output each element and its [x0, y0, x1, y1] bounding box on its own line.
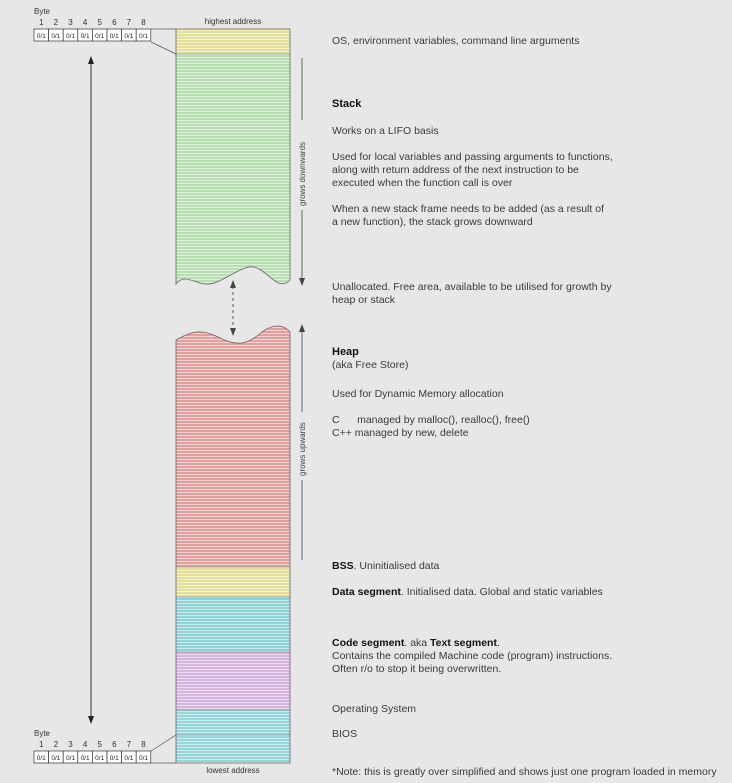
- top-bit-cell: [135, 28, 152, 42]
- os-env-annotation: OS, environment variables, command line …: [332, 35, 580, 47]
- bios-annotation: BIOS: [332, 728, 358, 740]
- stack-desc-line3: executed when the function call is over: [332, 177, 513, 189]
- bottom-bit-value: 0/1: [66, 755, 75, 762]
- stack-desc-line2: along with return address of the next in…: [332, 164, 579, 176]
- address-range-arrow: [88, 56, 94, 724]
- code-segment-title: Code segment: [332, 637, 405, 649]
- data-segment-desc: . Initialised data. Global and static va…: [400, 586, 603, 598]
- grows-upwards-label: grows upwards: [298, 422, 307, 476]
- stack-lifo-text: Works on a LIFO basis: [332, 125, 439, 137]
- bottom-bit-cell: [135, 750, 152, 764]
- bottom-bit-number: 1: [39, 740, 44, 749]
- stack-grow-line1: When a new stack frame needs to be added…: [332, 203, 604, 215]
- byte-label-bottom: Byte: [34, 729, 51, 738]
- code-desc-line1: Contains the compiled Machine code (prog…: [332, 650, 613, 662]
- heap-c-text: C managed by malloc(), realloc(), free(): [332, 414, 530, 426]
- lowest-address-label: lowest address: [206, 766, 259, 775]
- top-bit-number: 8: [141, 18, 146, 27]
- bottom-bit-value: 0/1: [139, 755, 148, 762]
- top-bit-number: 6: [112, 18, 117, 27]
- top-connector-line-2: [150, 41, 177, 55]
- highest-address-label: highest address: [205, 17, 261, 26]
- top-bit-value: 0/1: [81, 33, 90, 40]
- lower-memory-block: [175, 325, 291, 764]
- grows-upwards-arrow: [299, 324, 305, 560]
- top-bit-number: 3: [68, 18, 73, 27]
- text-segment-title: Text segment: [430, 637, 497, 649]
- unallocated-line2: heap or stack: [332, 294, 396, 306]
- heap-use-text: Used for Dynamic Memory allocation: [332, 388, 504, 400]
- bottom-bit-number: 4: [83, 740, 88, 749]
- stack-grow-line2: a new function), the stack grows downwar…: [332, 216, 533, 228]
- top-bit-number: 5: [97, 18, 102, 27]
- byte-label-top: Byte: [34, 7, 51, 16]
- bottom-bit-value: 0/1: [51, 755, 60, 762]
- bottom-bit-value: 0/1: [81, 755, 90, 762]
- code-segment-aka: . aka: [404, 637, 431, 649]
- bottom-bit-value: 0/1: [124, 755, 133, 762]
- footnote: *Note: this is greatly over simplified a…: [332, 766, 717, 778]
- code-desc-line2: Often r/o to stop it being overwritten.: [332, 663, 502, 675]
- top-bit-value: 0/1: [95, 33, 104, 40]
- top-bit-value: 0/1: [37, 33, 46, 40]
- bottom-bit-value: 0/1: [95, 755, 104, 762]
- top-bit-number: 1: [39, 18, 44, 27]
- bottom-bit-value: 0/1: [37, 755, 46, 762]
- bottom-bit-number: 8: [141, 740, 146, 749]
- grows-downwards-arrow: [299, 58, 305, 286]
- operating-system-annotation: Operating System: [332, 703, 417, 715]
- data-segment-annotation: Data segment. Initialised data. Global a…: [332, 586, 603, 599]
- top-bit-number: 4: [83, 18, 88, 27]
- unallocated-dashed-arrow: [230, 280, 236, 336]
- top-byte-box: Byte 1 0/1 2 0/1 3 0/1 4 0/1 5 0/1 6 0/1 7 0/1 8 0/1: [33, 7, 152, 42]
- bottom-byte-box: Byte 1 0/1 2 0/1 3 0/1 4 0/1 5 0/1 6 0/1 7 0/1 8 0/1: [33, 729, 152, 764]
- top-bit-value: 0/1: [139, 33, 148, 40]
- bottom-bit-number: 3: [68, 740, 73, 749]
- code-segment-end: .: [496, 637, 500, 649]
- bottom-connector-line: [150, 734, 177, 752]
- code-segment-annotation: Code segment. aka Text segment.: [332, 637, 500, 650]
- heap-aka-text: (aka Free Store): [332, 359, 409, 371]
- heap-title: Heap: [332, 346, 359, 358]
- bottom-bit-value: 0/1: [110, 755, 119, 762]
- bottom-bit-number: 6: [112, 740, 117, 749]
- stack-title: Stack: [332, 98, 362, 110]
- top-bit-value: 0/1: [66, 33, 75, 40]
- top-bit-value: 0/1: [110, 33, 119, 40]
- top-bit-value: 0/1: [51, 33, 60, 40]
- top-bit-value: 0/1: [124, 33, 133, 40]
- bss-title: BSS: [332, 560, 354, 572]
- top-bit-number: 7: [127, 18, 132, 27]
- unallocated-line1: Unallocated. Free area, available to be …: [332, 281, 612, 293]
- heap-cpp-text: C++ managed by new, delete: [332, 427, 469, 439]
- stack-desc-line1: Used for local variables and passing arg…: [332, 151, 613, 163]
- top-bit-number: 2: [54, 18, 59, 27]
- bss-desc: . Uninitialised data: [353, 560, 440, 572]
- bottom-bit-number: 5: [97, 740, 102, 749]
- data-segment-title: Data segment: [332, 586, 401, 598]
- upper-memory-block: [175, 28, 291, 286]
- bottom-bit-number: 7: [127, 740, 132, 749]
- bss-annotation: BSS. Uninitialised data: [332, 560, 439, 573]
- grows-downwards-label: grows downwards: [298, 142, 307, 206]
- bottom-bit-number: 2: [54, 740, 59, 749]
